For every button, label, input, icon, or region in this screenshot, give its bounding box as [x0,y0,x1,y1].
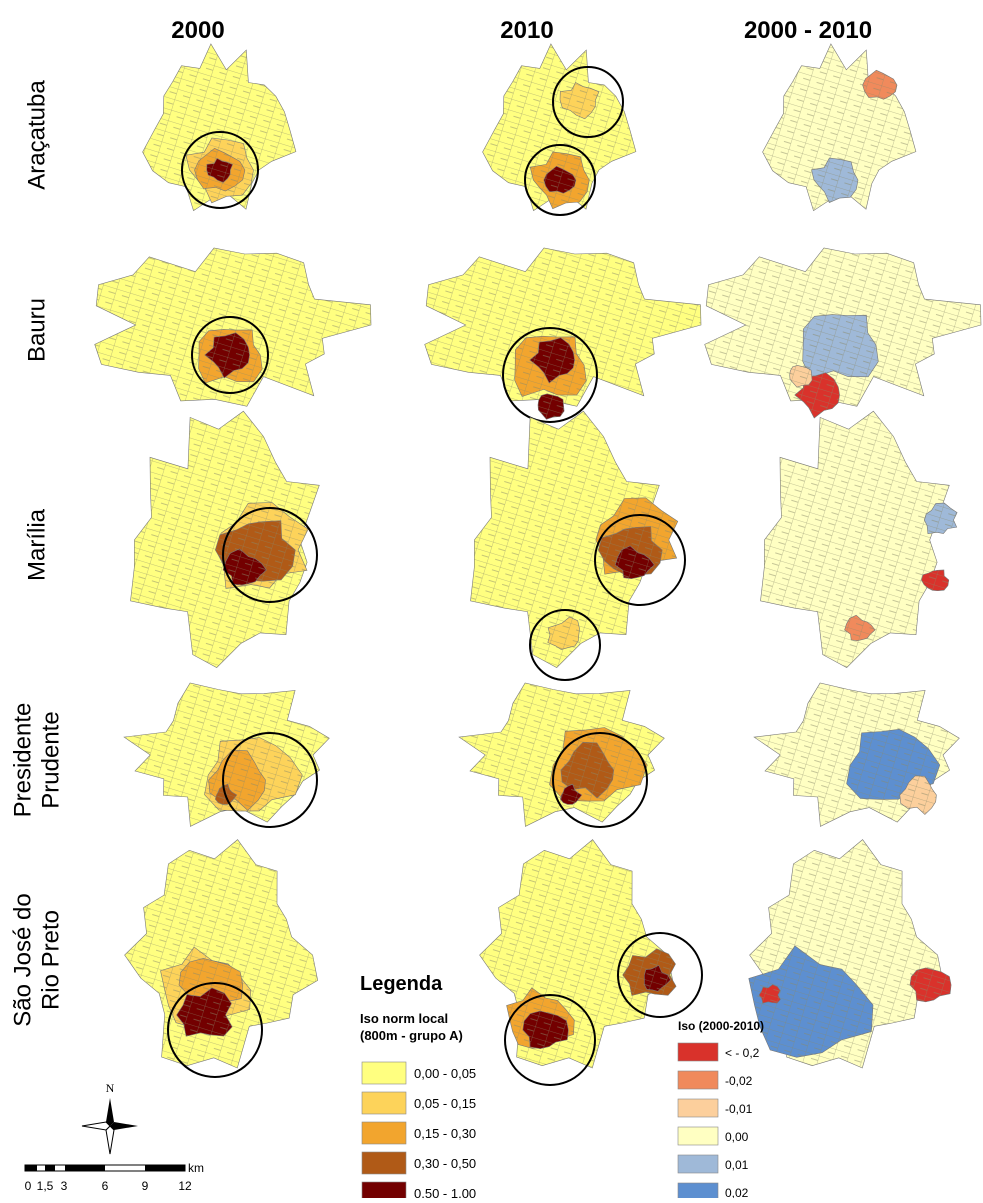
city-area-streets [480,840,673,1068]
legend-swatch [678,1043,718,1061]
legend-label: -0,02 [725,1074,753,1088]
column-title: 2000 - 2010 [744,17,872,44]
scale-label: 0 [25,1179,32,1193]
row-label: Araçatuba [23,80,50,190]
scale-label: 6 [102,1179,109,1193]
row-label: Marília [23,508,50,581]
city-map [483,44,636,215]
row-label: Prudente [37,711,64,808]
legend-swatch [678,1071,718,1089]
legend-label: 0,02 [725,1186,749,1198]
legend-swatch [362,1122,406,1144]
row-label: São José do [9,893,36,1026]
scale-label: 1,5 [37,1179,54,1193]
column-title: 2010 [500,17,553,44]
legend-label: 0,15 - 0,30 [414,1126,476,1141]
scale-label: 9 [142,1179,149,1193]
city-map [131,411,320,667]
change-legend-title: Iso (2000-2010) [678,1019,764,1033]
city-area-streets [95,248,371,406]
column-title: 2000 [171,17,224,44]
city-map [761,411,958,667]
legend-label: < - 0,2 [725,1046,760,1060]
scale-unit: km [188,1161,204,1175]
row-label: Presidente [9,703,36,818]
legend-swatch [678,1127,718,1145]
sector-streets [803,315,879,379]
scale-bar [25,1165,185,1171]
north-arrow: N [82,1081,138,1154]
legend-swatch [678,1155,718,1173]
labels: 2000 2010 2000 - 2010 Araçatuba Bauru Marília… [9,17,872,1027]
legend-swatch [362,1092,406,1114]
city-map [763,44,916,211]
city-map [124,683,329,827]
city-map [125,840,318,1077]
city-map [425,248,701,422]
legend-label: 0,00 - 0,05 [414,1066,476,1081]
legend-swatch [362,1182,406,1198]
city-map [143,44,296,211]
city-map [95,248,371,406]
row-label: Bauru [23,298,50,362]
maps [95,44,981,1085]
row-label: Rio Preto [37,910,64,1010]
city-map [459,683,664,827]
scale-label: 12 [178,1179,192,1193]
scale-label: 3 [61,1179,68,1193]
city-map [754,683,959,826]
legend-label: 0,30 - 0,50 [414,1156,476,1171]
legend-label: 0,50 - 1,00 [414,1186,476,1198]
city-map [471,411,686,680]
figure: 2000 2010 2000 - 2010 Araçatuba Bauru Marília… [0,0,983,1198]
city-map [749,840,951,1068]
legend-subtitle: (800m - grupo A) [360,1028,463,1043]
legend-swatch [678,1183,718,1198]
legend-swatch [678,1099,718,1117]
legend-label: 0,01 [725,1158,749,1172]
legend-label: -0,01 [725,1102,753,1116]
legend-label: 0,00 [725,1130,749,1144]
city-map [480,840,702,1085]
legend-label: 0,05 - 0,15 [414,1096,476,1111]
legend-swatch [362,1152,406,1174]
north-label: N [106,1081,115,1095]
legend-swatch [362,1062,406,1084]
city-map [705,248,981,418]
legend-title: Legenda [360,973,443,995]
legend-subtitle: Iso norm local [360,1011,448,1026]
